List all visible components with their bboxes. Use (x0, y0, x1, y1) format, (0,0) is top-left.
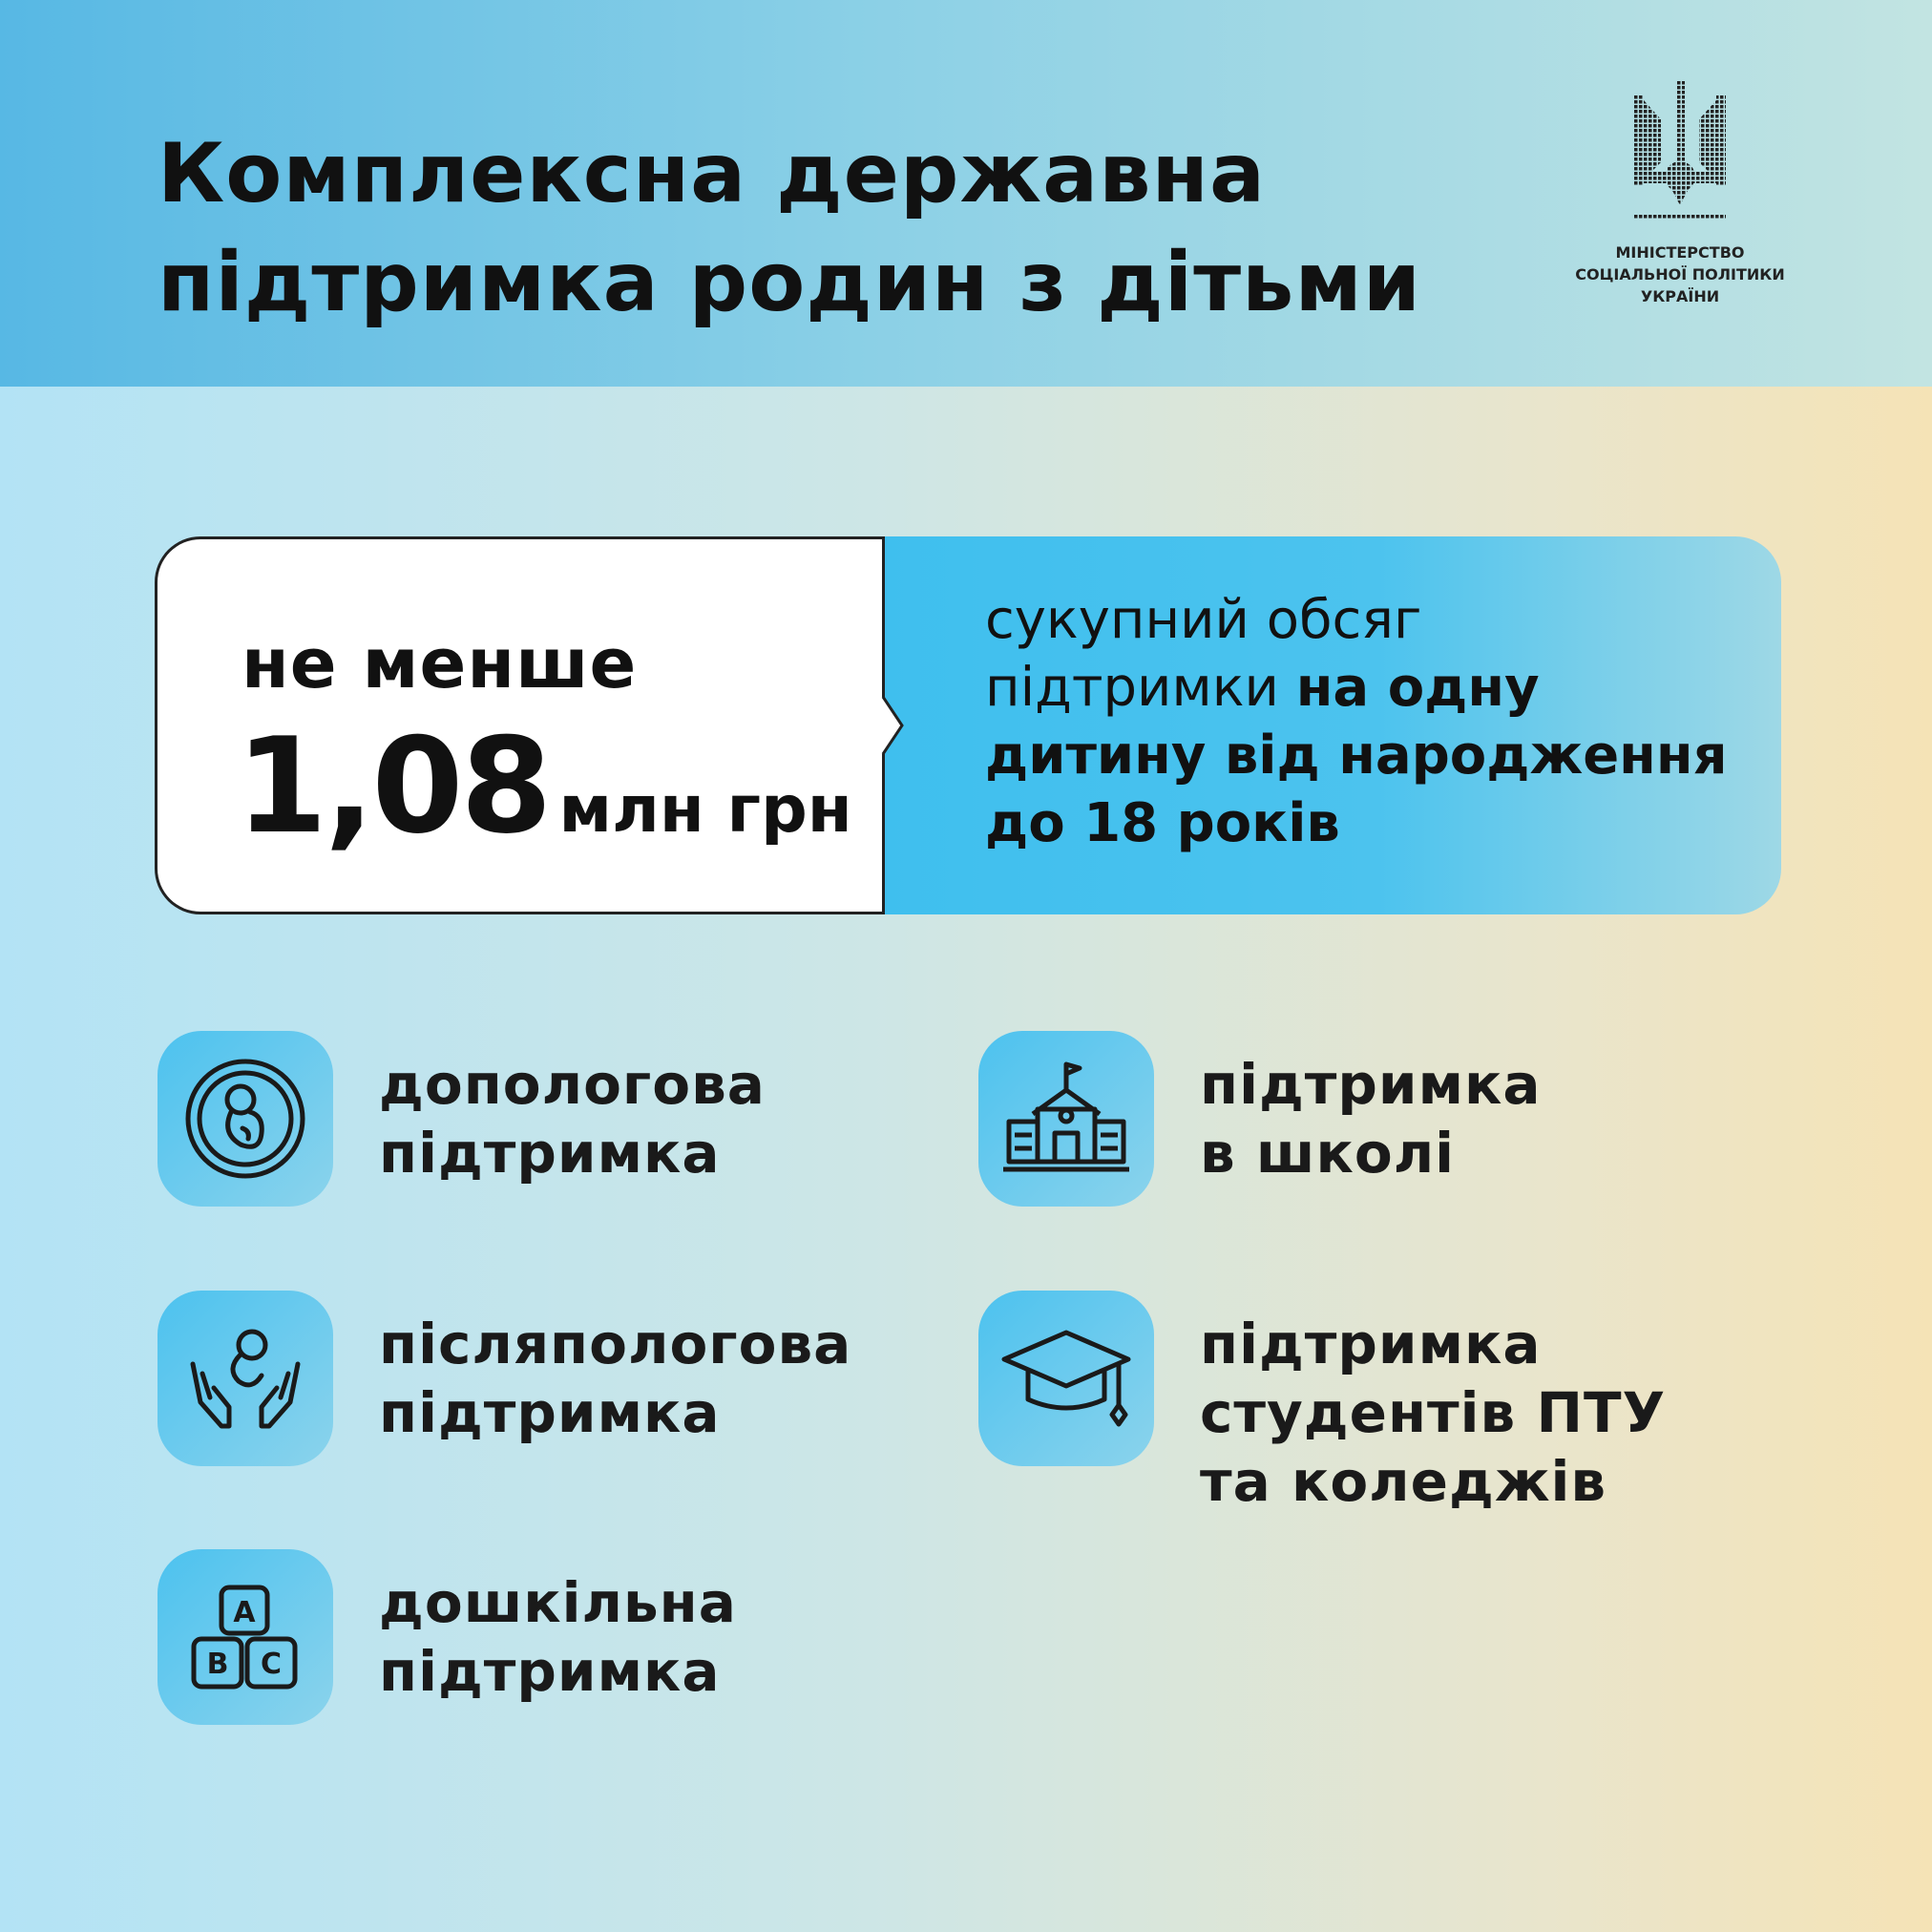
list-item-school: підтримка в школі (978, 1031, 1541, 1207)
desc-line-2b: на одну (1295, 657, 1540, 719)
speech-notch (880, 697, 904, 754)
title-line-1: Комплексна державна (158, 126, 1266, 221)
ministry-logo: МІНІСТЕРСТВО СОЦІАЛЬНОЇ ПОЛІТИКИ УКРАЇНИ (1565, 81, 1795, 307)
item-label-line1: підтримка (1200, 1052, 1542, 1117)
item-label-line2: підтримка (379, 1380, 721, 1445)
amount-panel: не менше 1,08 млн грн (155, 536, 884, 914)
item-label-line3: та коледжів (1200, 1449, 1607, 1514)
embryo-icon (158, 1031, 333, 1207)
trident-icon (1634, 81, 1726, 219)
svg-text:B: B (207, 1648, 229, 1681)
header-banner: Комплексна державна підтримка родин з ді… (0, 0, 1932, 387)
svg-text:C: C (261, 1648, 282, 1681)
page-title: Комплексна державна підтримка родин з ді… (158, 119, 1421, 337)
list-item-postnatal: післяпологова підтримка (158, 1291, 851, 1466)
title-line-2: підтримка родин з дітьми (158, 235, 1421, 330)
svg-text:A: A (233, 1596, 256, 1629)
list-item-college: підтримка студентів ПТУ та коледжів (978, 1291, 1666, 1516)
item-label-line2: студентів ПТУ (1200, 1380, 1667, 1445)
item-label-line1: допологова (379, 1052, 766, 1117)
desc-line-2a: підтримки (985, 657, 1296, 719)
desc-line-4: до 18 років (985, 792, 1340, 854)
logo-text-line1: МІНІСТЕРСТВО (1615, 243, 1745, 262)
desc-line-3: дитину від народження (985, 724, 1728, 787)
amount-unit: млн грн (558, 772, 852, 848)
description-text: сукупний обсяг підтримки на одну дитину … (985, 586, 1768, 857)
logo-text-line3: УКРАЇНИ (1640, 287, 1720, 305)
item-label-line2: підтримка (379, 1121, 721, 1186)
item-label-line2: в школі (1200, 1121, 1456, 1186)
description-panel: сукупний обсяг підтримки на одну дитину … (882, 536, 1781, 914)
item-label-line1: дошкільна (379, 1570, 737, 1635)
graduation-cap-icon (978, 1291, 1154, 1466)
item-label-line2: підтримка (379, 1639, 721, 1704)
abc-blocks-icon: A B C (158, 1549, 333, 1725)
item-label-line1: підтримка (1200, 1312, 1542, 1376)
summary-card: не менше 1,08 млн грн сукупний обсяг підт… (155, 536, 1781, 914)
school-icon (978, 1031, 1154, 1207)
amount-prefix: не менше (242, 623, 638, 704)
amount-value: 1,08 (236, 709, 552, 863)
desc-line-1: сукупний обсяг (985, 589, 1422, 651)
list-item-prenatal: допологова підтримка (158, 1031, 766, 1207)
item-label-line1: післяпологова (379, 1312, 852, 1376)
logo-text-line2: СОЦІАЛЬНОЇ ПОЛІТИКИ (1575, 265, 1785, 284)
list-item-preschool: A B C дошкільна підтримка (158, 1549, 737, 1725)
baby-in-hands-icon (158, 1291, 333, 1466)
amount: 1,08 млн грн (236, 709, 852, 863)
